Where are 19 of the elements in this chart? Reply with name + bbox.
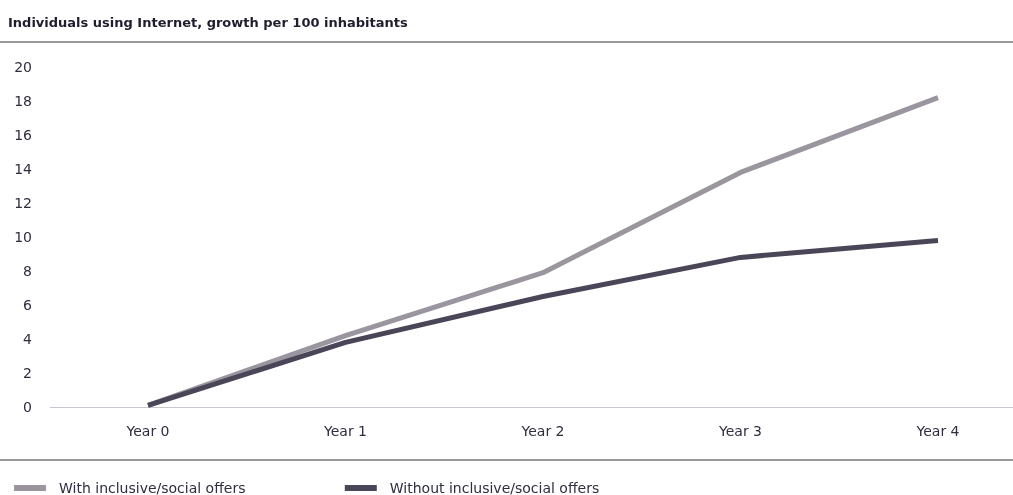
x-tick-label: Year 2 bbox=[520, 423, 565, 439]
x-tick-label: Year 4 bbox=[915, 423, 960, 439]
legend-label: With inclusive/social offers bbox=[59, 480, 246, 495]
legend-label: Without inclusive/social offers bbox=[389, 480, 600, 495]
chart-title: Individuals using Internet, growth per 100 inhabitants bbox=[8, 15, 408, 30]
y-tick-label: 4 bbox=[23, 330, 33, 347]
y-tick-label: 18 bbox=[14, 92, 32, 109]
y-tick-label: 10 bbox=[14, 228, 32, 245]
y-tick-label: 20 bbox=[14, 58, 32, 75]
y-tick-label: 8 bbox=[23, 262, 32, 279]
x-tick-label: Year 1 bbox=[323, 423, 367, 439]
y-tick-label: 2 bbox=[23, 364, 32, 381]
y-tick-label: 6 bbox=[23, 296, 33, 313]
y-tick-label: 16 bbox=[14, 126, 33, 143]
y-tick-label: 12 bbox=[14, 194, 32, 211]
x-tick-label: Year 0 bbox=[125, 423, 170, 439]
y-tick-label: 14 bbox=[14, 160, 33, 177]
y-tick-label: 0 bbox=[23, 398, 32, 415]
x-tick-label: Year 3 bbox=[718, 423, 762, 439]
